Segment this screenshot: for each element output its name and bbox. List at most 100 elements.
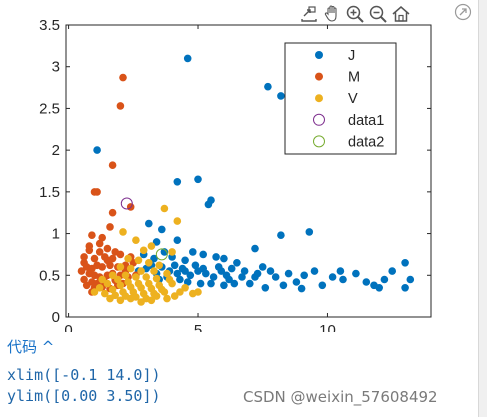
data-point-j-2 xyxy=(277,92,285,100)
data-point-m-21 xyxy=(98,263,106,271)
data-point-m-7 xyxy=(106,223,114,231)
data-point-j-29 xyxy=(388,267,397,275)
data-point-v-8 xyxy=(134,256,143,265)
data-point-v-12 xyxy=(126,264,135,273)
data-point-v-27 xyxy=(103,279,112,288)
data-point-j-33 xyxy=(352,269,360,278)
data-point-j-68 xyxy=(191,261,200,270)
data-point-v-39 xyxy=(160,288,169,296)
data-point-j-49 xyxy=(170,261,179,270)
axes-box xyxy=(65,24,432,318)
data-point-v-2 xyxy=(119,228,127,236)
ticks-layer: 0 5 10 0 0.5 1 1.5 2 2.5 3 3.5 xyxy=(39,17,431,332)
data-point-data2-0 xyxy=(155,248,168,261)
expand-arrow-icon xyxy=(454,3,472,21)
data-point-v-34 xyxy=(108,285,117,294)
y-tick-label-4: 2 xyxy=(52,142,60,159)
y-tick-label-0: 0 xyxy=(52,309,60,326)
data-point-j-1 xyxy=(264,82,272,91)
data-point-j-60 xyxy=(246,279,254,288)
export-button[interactable] xyxy=(298,3,320,25)
data-point-v-19 xyxy=(152,274,161,283)
data-point-m-45 xyxy=(95,248,104,256)
y-tick-label-5: 2.5 xyxy=(39,100,60,117)
code-line-xlim[interactable]: xlim([-0.1 14.0]) xyxy=(7,366,161,384)
data-point-j-44 xyxy=(209,273,218,281)
data-point-m-0 xyxy=(119,73,127,82)
data-point-j-4 xyxy=(194,175,202,184)
y-tick-label-7: 3.5 xyxy=(39,17,60,34)
data-point-j-35 xyxy=(318,281,327,290)
data-point-j-12 xyxy=(173,236,182,244)
zoom-out-button[interactable] xyxy=(367,3,389,25)
legend-label-data2: data2 xyxy=(348,134,384,150)
data-point-j-32 xyxy=(375,284,384,292)
expand-button[interactable] xyxy=(453,2,473,22)
x-tick-label-2: 10 xyxy=(319,322,336,332)
data-point-j-18 xyxy=(220,254,228,263)
data-point-v-9 xyxy=(145,259,153,267)
legend-marker-j xyxy=(315,51,323,59)
data-point-v-18 xyxy=(142,273,150,281)
data-point-v-3 xyxy=(132,236,140,244)
export-icon xyxy=(301,6,317,22)
data-point-v-15 xyxy=(163,269,171,278)
data-point-j-5 xyxy=(173,178,182,186)
data-point-v-16 xyxy=(121,271,130,280)
legend-label-j: J xyxy=(348,48,355,64)
data-point-j-66 xyxy=(150,254,158,263)
data-point-j-57 xyxy=(207,279,215,288)
data-point-j-67 xyxy=(160,248,169,256)
data-point-j-20 xyxy=(233,259,241,267)
data-point-v-11 xyxy=(116,263,125,271)
data-point-j-10 xyxy=(305,228,314,236)
pan-button[interactable] xyxy=(321,3,343,25)
data-point-m-34 xyxy=(80,275,88,284)
data-point-v-28 xyxy=(116,281,125,290)
data-point-j-30 xyxy=(406,275,415,284)
x-tick-label-0: 0 xyxy=(64,322,72,332)
data-point-j-80 xyxy=(199,264,207,273)
data-point-m-11 xyxy=(95,239,104,248)
data-point-v-1 xyxy=(173,217,182,225)
code-line-ylim[interactable]: ylim([0.00 3.50]) xyxy=(7,387,161,405)
data-point-v-6 xyxy=(168,248,176,256)
data-point-j-72 xyxy=(253,269,262,278)
pan-hand-icon xyxy=(324,5,337,22)
code-section: 代码 ^ xlim([-0.1 14.0]) ylim([0.00 3.50]) xyxy=(0,334,478,417)
data-point-j-38 xyxy=(271,273,280,281)
data-point-j-28 xyxy=(401,284,409,292)
data-point-v-10 xyxy=(155,261,163,270)
data-point-j-16 xyxy=(199,250,207,259)
legend-marker-data1 xyxy=(313,113,325,126)
data-point-v-7 xyxy=(124,254,132,263)
data-point-v-55 xyxy=(163,294,171,303)
data-point-v-30 xyxy=(137,284,145,292)
zoom-in-button[interactable] xyxy=(344,3,366,25)
data-point-m-1 xyxy=(116,102,125,110)
data-point-j-0 xyxy=(183,54,192,63)
data-point-j-15 xyxy=(189,248,197,256)
data-point-v-33 xyxy=(95,284,104,292)
data-point-j-31 xyxy=(401,259,409,267)
data-point-j-7 xyxy=(207,196,215,204)
data-point-m-4 xyxy=(93,188,101,196)
data-point-j-9 xyxy=(158,225,166,234)
data-point-v-48 xyxy=(194,288,202,296)
data-point-v-59 xyxy=(108,271,117,280)
data-point-j-63 xyxy=(297,284,306,293)
home-button[interactable] xyxy=(390,3,412,25)
data-point-m-48 xyxy=(80,253,88,261)
data-point-j-37 xyxy=(292,278,301,286)
data-point-v-56 xyxy=(170,292,179,300)
code-section-toggle[interactable]: 代码 ^ xyxy=(7,336,54,357)
data-point-m-6 xyxy=(108,208,117,217)
vertical-scrollbar[interactable] xyxy=(478,0,487,417)
data-point-j-55 xyxy=(183,278,192,286)
y-tick-label-1: 0.5 xyxy=(39,267,60,284)
watermark: CSDN @weixin_57608492 xyxy=(243,388,438,406)
data-point-j-70 xyxy=(227,264,236,273)
data-point-v-51 xyxy=(106,294,114,303)
y-tick-label-2: 1 xyxy=(52,226,60,243)
